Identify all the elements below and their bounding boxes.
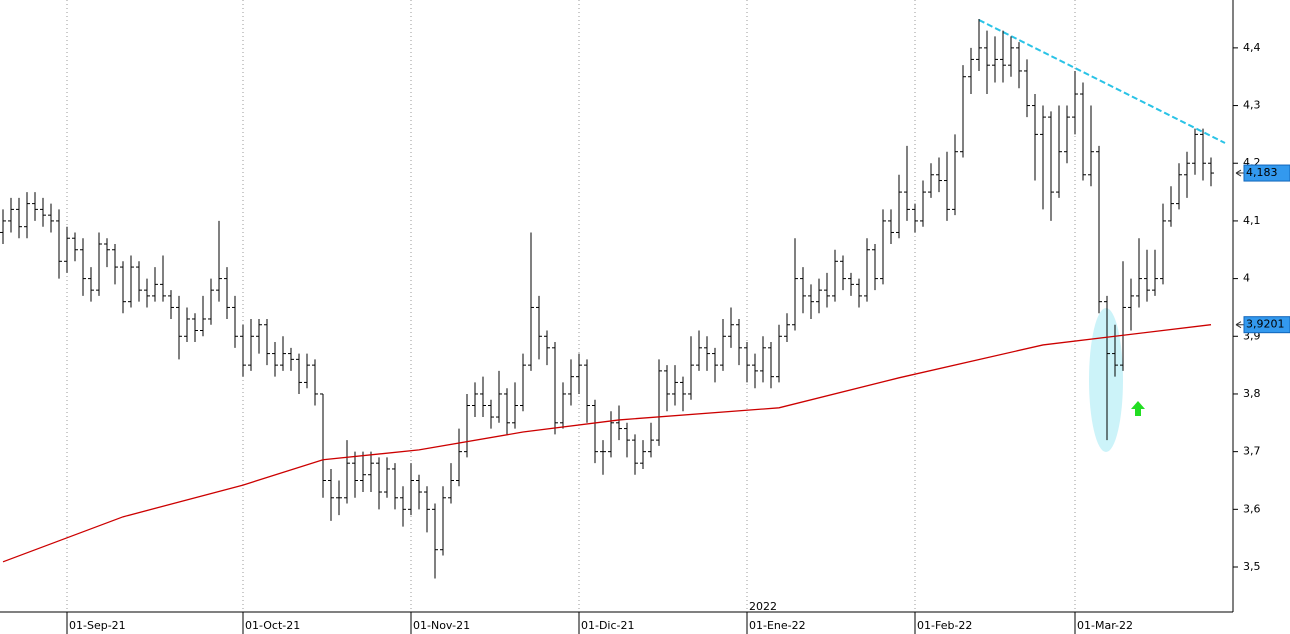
x-tick-label: 01-Feb-22 [917,619,972,632]
price-pointer [1235,321,1244,329]
x-tick-label: 01-Sep-21 [69,619,126,632]
up-arrow [1131,401,1145,416]
moving-average [2,324,1212,563]
price-box [1243,316,1290,334]
y-tick-label: 3,5 [1243,560,1261,573]
x-tick-label: 01-Mar-22 [1077,619,1133,632]
y-tick-label: 4,4 [1243,41,1261,54]
y-tick-label: 3,8 [1243,387,1261,400]
x-tick-label: 01-Nov-21 [413,619,470,632]
y-tick-label: 4 [1243,272,1250,285]
x-tick-label: 01-Ene-22 [749,619,806,632]
price-pointer [1235,169,1244,177]
price-label: 4,183 [1246,166,1278,179]
x-tick-label: 01-Dic-21 [581,619,635,632]
trend-line [978,19,1226,144]
highlight-ellipse [1089,308,1123,452]
y-tick-label: 4,1 [1243,214,1261,227]
x-tick-label: 01-Oct-21 [245,619,300,632]
price-box [1243,164,1290,182]
y-tick-label: 3,6 [1243,502,1261,515]
year-label: 2022 [749,600,777,613]
y-tick-label: 3,7 [1243,445,1261,458]
price-label: 3,9201 [1246,318,1285,331]
y-tick-label: 4,3 [1243,99,1261,112]
